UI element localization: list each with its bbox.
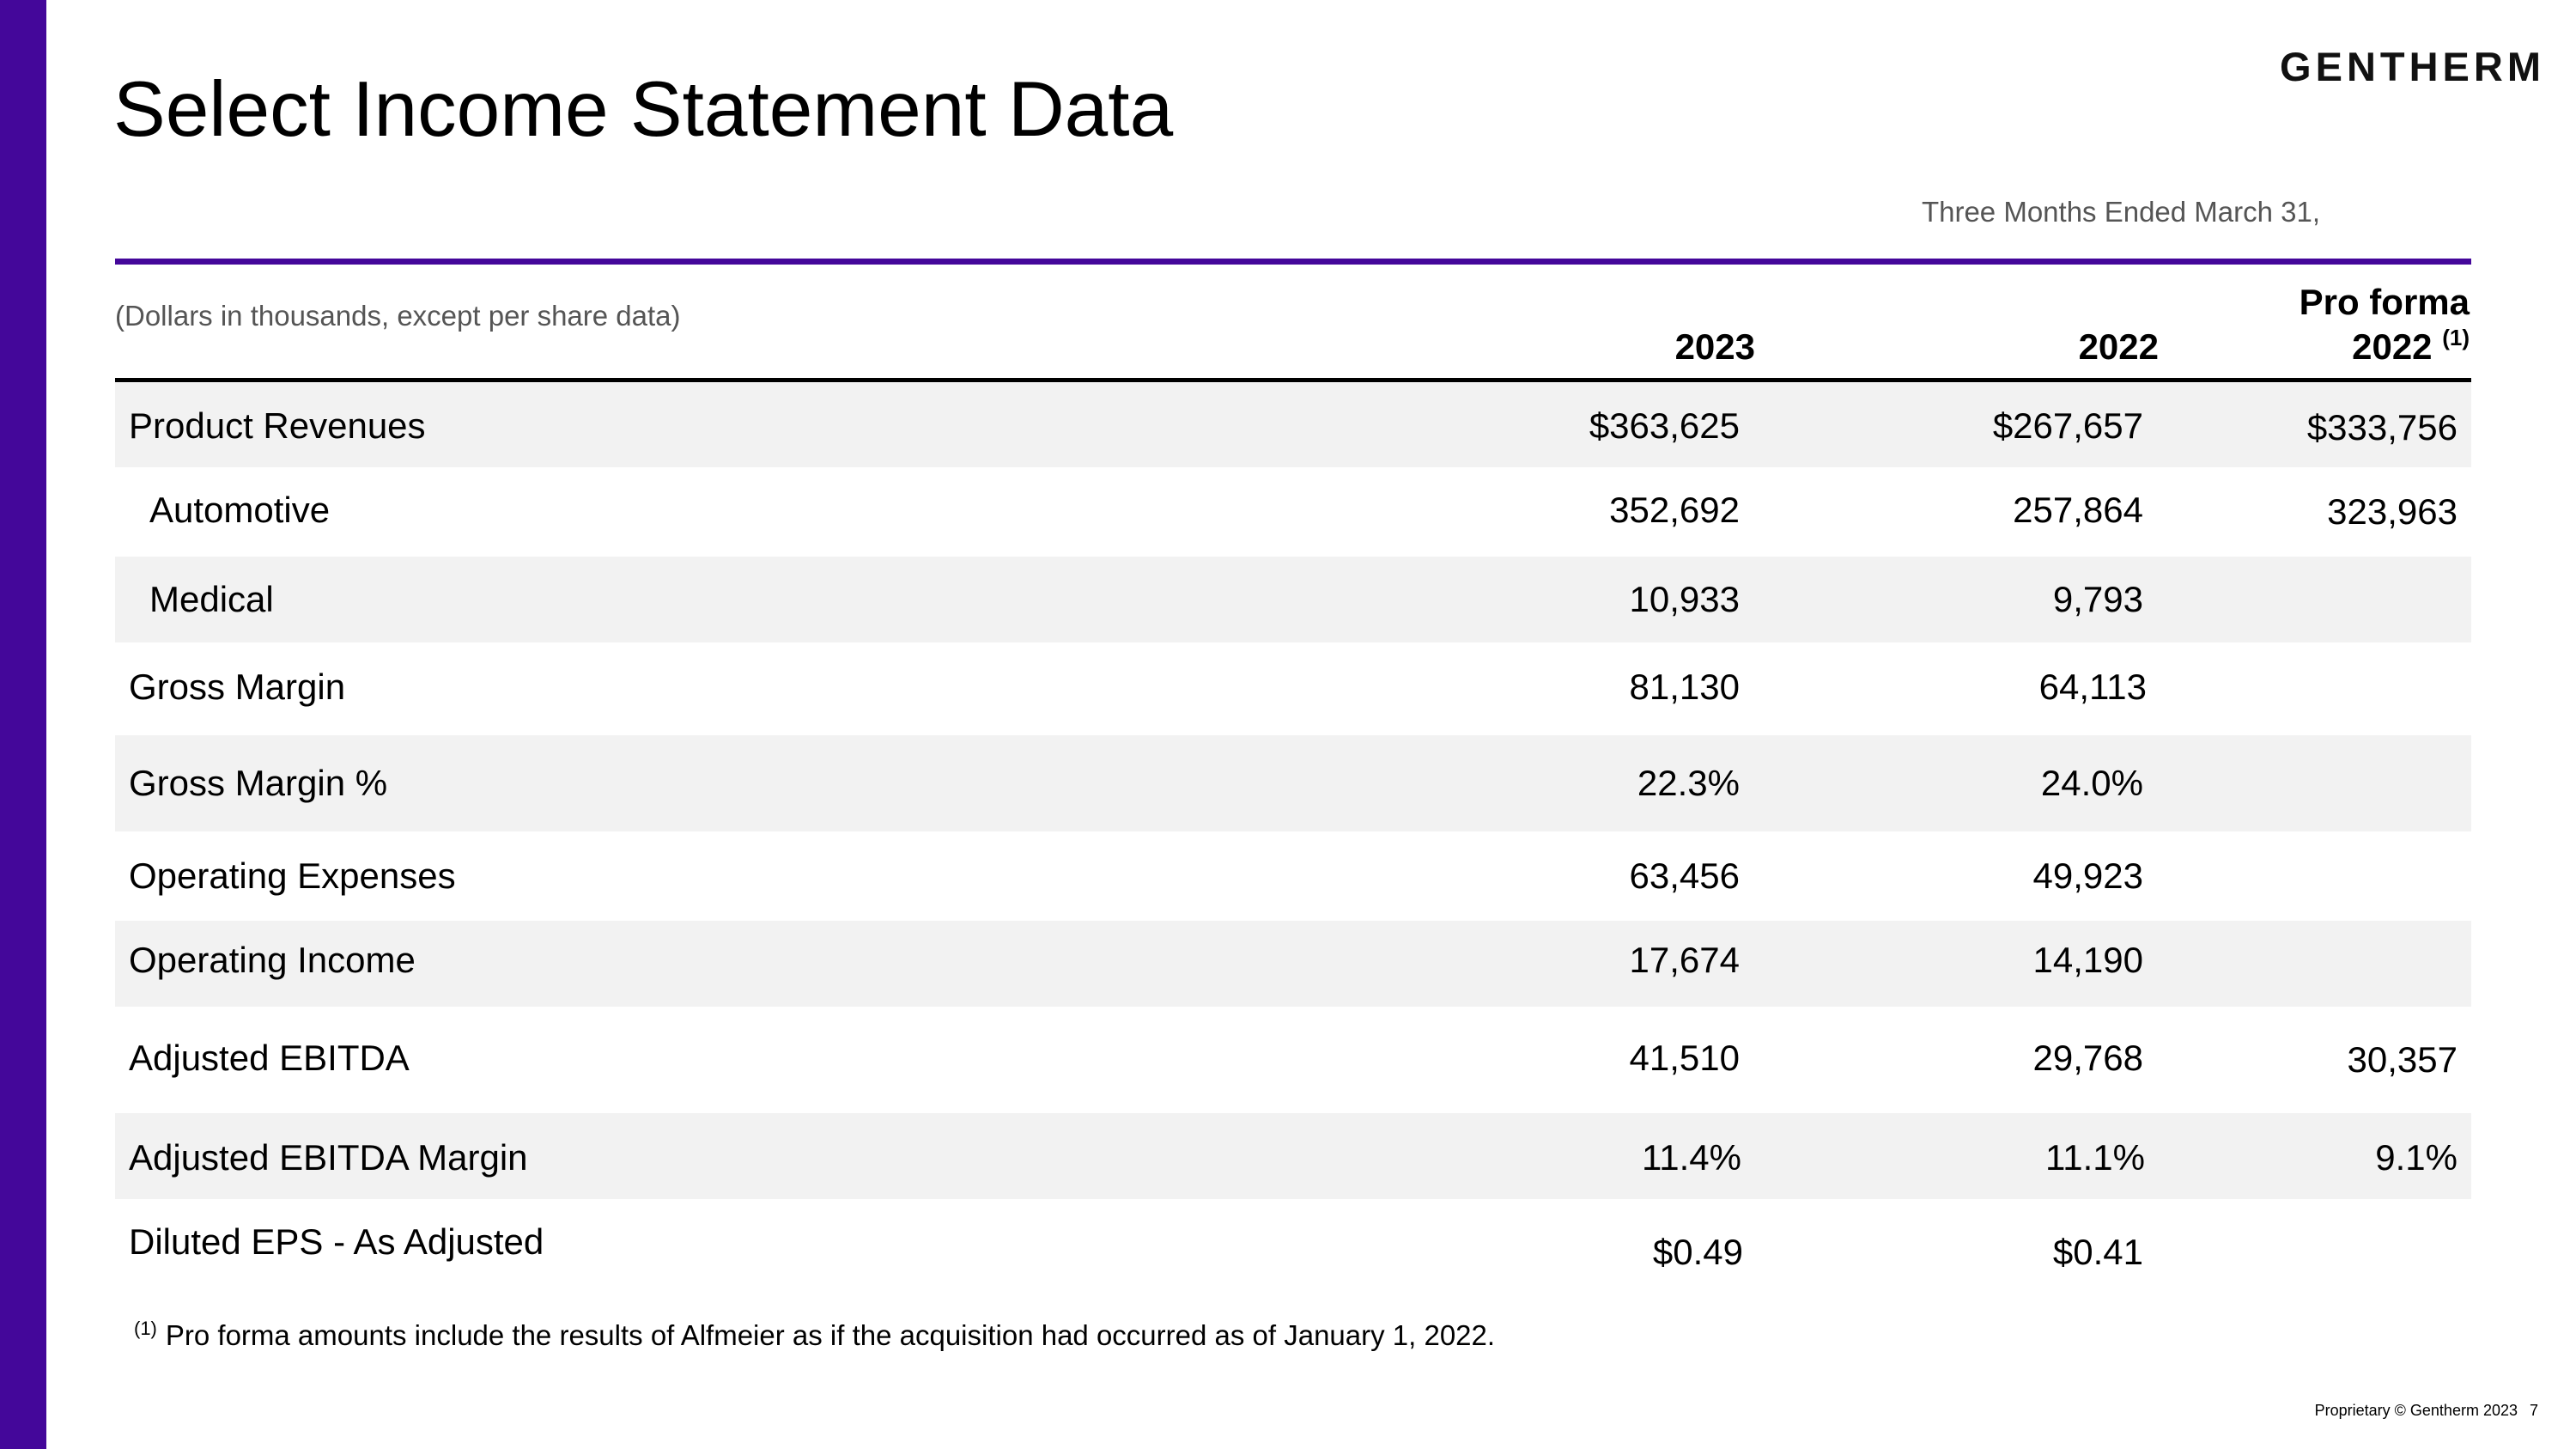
cell-2023: 11.4% xyxy=(1642,1137,1741,1178)
cell-pro-forma: $333,756 xyxy=(2306,407,2458,447)
column-header-2022: 2022 xyxy=(2078,326,2159,367)
cell-2022: $267,657 xyxy=(1992,405,2143,446)
row-label: Medical xyxy=(149,579,274,619)
cell-2023: 63,456 xyxy=(1629,855,1740,896)
row-label: Automotive xyxy=(149,490,331,530)
table-row: Operating Expenses 63,456 49,923 xyxy=(115,831,2471,921)
cell-2022: 29,768 xyxy=(2032,1038,2143,1078)
pro-forma-line2: 2022 (1) xyxy=(2198,325,2470,369)
units-note: (Dollars in thousands, except per share … xyxy=(115,300,681,332)
pro-forma-line1: Pro forma xyxy=(2299,282,2470,322)
gentherm-logo: GENTHERM xyxy=(2280,44,2545,89)
copyright-text: Proprietary © Gentherm 2023 xyxy=(2314,1402,2518,1419)
table-row: Product Revenues $363,625 $267,657 $333,… xyxy=(115,383,2471,467)
table-row: Medical 10,933 9,793 xyxy=(115,557,2471,642)
footnote: (1) Pro forma amounts include the results… xyxy=(134,1319,1495,1352)
cell-2023: 81,130 xyxy=(1629,667,1740,707)
cell-pro-forma: 323,963 xyxy=(2327,491,2458,532)
column-header-pro-forma: Pro forma 2022 (1) xyxy=(2198,280,2470,369)
table-row: Gross Margin % 22.3% 24.0% xyxy=(115,735,2471,831)
cell-2022: 11.1% xyxy=(2045,1137,2145,1178)
cell-2022: 257,864 xyxy=(2013,490,2143,530)
page-number: 7 xyxy=(2529,1402,2538,1419)
cell-2023: $363,625 xyxy=(1589,405,1740,446)
footer: Proprietary © Gentherm 2023 7 xyxy=(2315,1402,2538,1420)
cell-2023: 17,674 xyxy=(1629,940,1740,980)
row-label: Operating Expenses xyxy=(129,855,456,896)
row-label: Operating Income xyxy=(129,940,416,980)
footnote-text: Pro forma amounts include the results of… xyxy=(165,1319,1496,1351)
row-label: Product Revenues xyxy=(129,405,426,446)
pro-forma-year: 2022 xyxy=(2352,326,2433,367)
cell-2023: 352,692 xyxy=(1609,490,1740,530)
cell-2022: 49,923 xyxy=(2032,855,2143,896)
header-divider xyxy=(115,259,2471,265)
table-row: Automotive 352,692 257,864 323,963 xyxy=(115,467,2471,557)
row-label: Gross Margin xyxy=(129,667,346,707)
cell-2023: 22.3% xyxy=(1637,763,1740,803)
cell-2022: 14,190 xyxy=(2032,940,2143,980)
cell-2023: 41,510 xyxy=(1629,1038,1740,1078)
cell-2022: $0.41 xyxy=(2052,1232,2143,1272)
column-header-2023: 2023 xyxy=(1674,326,1755,367)
cell-pro-forma: 30,357 xyxy=(2347,1039,2458,1080)
pro-forma-footnote-marker: (1) xyxy=(2442,325,2470,350)
row-label: Adjusted EBITDA xyxy=(129,1038,410,1078)
cell-2022: 24.0% xyxy=(2040,763,2143,803)
page-title: Select Income Statement Data xyxy=(113,66,1174,153)
footnote-marker: (1) xyxy=(134,1318,157,1339)
period-header: Three Months Ended March 31, xyxy=(1921,196,2321,228)
cell-pro-forma: 9.1% xyxy=(2375,1137,2458,1178)
table-row: Operating Income 17,674 14,190 xyxy=(115,921,2471,1007)
table-row: Diluted EPS - As Adjusted $0.49 $0.41 xyxy=(115,1199,2471,1294)
cell-2022: 9,793 xyxy=(2052,579,2143,619)
column-header-rule xyxy=(115,378,2471,382)
table-row: Adjusted EBITDA 41,510 29,768 30,357 xyxy=(115,1007,2471,1113)
left-accent-bar xyxy=(0,0,46,1449)
row-label: Diluted EPS - As Adjusted xyxy=(129,1221,544,1262)
table-row: Gross Margin 81,130 64,113 xyxy=(115,642,2471,735)
cell-2023: 10,933 xyxy=(1629,579,1740,619)
row-label: Adjusted EBITDA Margin xyxy=(129,1137,528,1178)
cell-2022: 64,113 xyxy=(2038,667,2147,707)
row-label: Gross Margin % xyxy=(129,763,388,803)
cell-2023: $0.49 xyxy=(1652,1232,1743,1272)
table-row: Adjusted EBITDA Margin 11.4% 11.1% 9.1% xyxy=(115,1113,2471,1199)
